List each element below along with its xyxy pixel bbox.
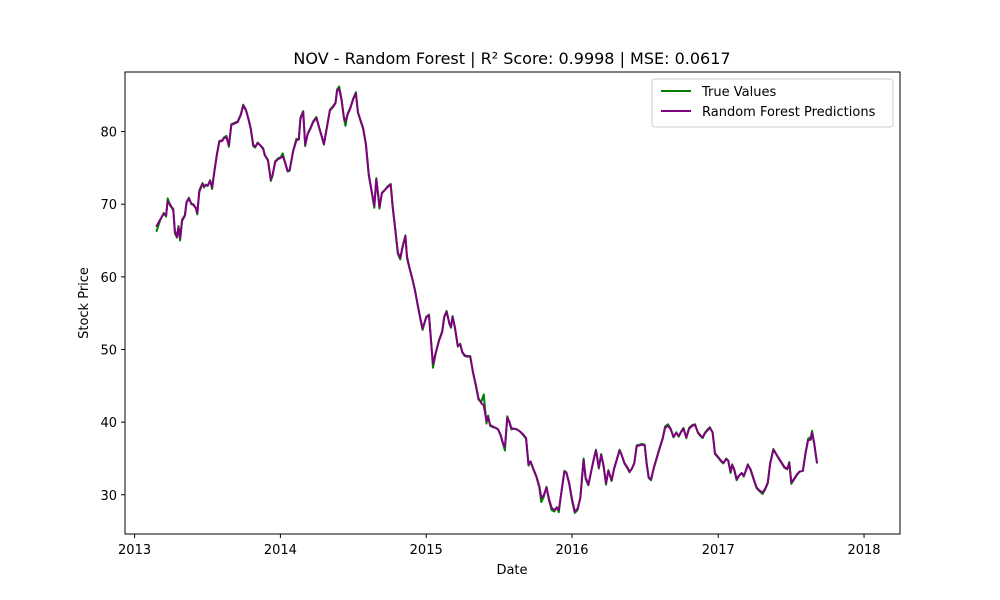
series-line-random-forest-predictions — [155, 87, 818, 513]
y-tick-label: 60 — [100, 271, 117, 286]
x-tick-label: 2013 — [118, 543, 151, 558]
chart-title: NOV - Random Forest | R² Score: 0.9998 |… — [293, 49, 730, 68]
plot-frame — [124, 71, 901, 535]
y-tick-label: 30 — [100, 489, 117, 504]
legend-label: Random Forest Predictions — [702, 105, 876, 120]
legend-items: True Values Random Forest Predictions — [661, 85, 876, 120]
x-tick-label: 2018 — [847, 543, 880, 558]
legend-label: True Values — [701, 85, 776, 100]
x-axis-ticks: 2013 2014 2015 2016 2017 2018 — [118, 534, 881, 558]
y-tick-label: 40 — [100, 416, 117, 431]
y-axis-ticks: 30 40 50 60 70 80 — [100, 126, 125, 504]
series-group — [155, 85, 818, 514]
y-axis-label: Stock Price — [77, 267, 92, 339]
y-tick-label: 80 — [100, 126, 117, 141]
x-tick-label: 2014 — [264, 543, 297, 558]
y-tick-label: 70 — [100, 198, 117, 213]
x-tick-label: 2015 — [410, 543, 443, 558]
plot-area — [124, 71, 901, 535]
legend-box — [651, 78, 894, 128]
y-tick-label: 50 — [100, 343, 117, 358]
x-tick-label: 2016 — [555, 543, 588, 558]
series-line-true-values — [155, 85, 818, 514]
x-axis-label: Date — [496, 563, 527, 578]
x-tick-label: 2017 — [702, 543, 735, 558]
legend: True Values Random Forest Predictions — [651, 78, 894, 128]
